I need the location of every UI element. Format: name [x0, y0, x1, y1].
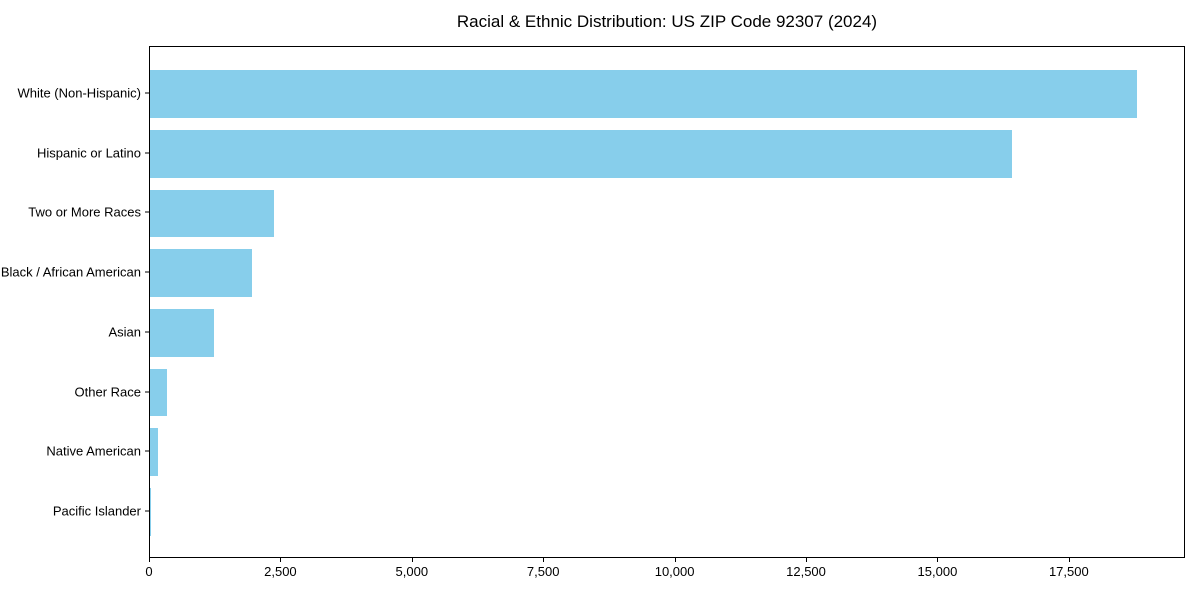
x-tick-mark — [1068, 558, 1070, 562]
x-tick-mark — [806, 558, 808, 562]
y-tick-label: Hispanic or Latino — [36, 145, 141, 161]
bar-black-african-american — [150, 249, 253, 298]
y-tick-label: Asian — [108, 324, 141, 340]
bar-other-race — [150, 368, 167, 417]
y-tick-mark — [145, 331, 149, 333]
x-tick-label: 5,000 — [395, 564, 429, 579]
bar-white-non-hispanic — [150, 70, 1138, 118]
bar-native-american — [150, 428, 158, 477]
y-tick-label: Other Race — [74, 384, 141, 399]
x-tick-mark — [674, 558, 676, 562]
y-tick-mark — [145, 211, 149, 213]
x-tick-label: 2,500 — [264, 564, 297, 579]
y-tick-label: White (Non-Hispanic) — [17, 85, 141, 101]
y-tick-mark — [145, 510, 149, 512]
bar-pacific-islander — [150, 487, 152, 536]
x-tick-label: 15,000 — [917, 564, 958, 579]
chart-title: Racial & Ethnic Distribution: US ZIP Cod… — [456, 12, 878, 31]
y-tick-label: Two or More Races — [28, 204, 141, 220]
bar-two-or-more-races — [150, 189, 275, 238]
y-tick-mark — [145, 92, 149, 94]
x-tick-mark — [411, 558, 413, 562]
x-tick-label: 10,000 — [654, 564, 695, 579]
y-tick-label: Black / African American — [0, 264, 141, 280]
y-tick-mark — [145, 450, 149, 452]
x-tick-label: 17,500 — [1048, 564, 1089, 579]
x-tick-label: 7,500 — [526, 564, 560, 579]
bar-asian — [150, 308, 214, 357]
plot-area — [149, 46, 1185, 558]
y-tick-mark — [145, 271, 149, 273]
x-tick-mark — [937, 558, 939, 562]
x-tick-mark — [280, 558, 282, 562]
x-tick-label: 0 — [145, 564, 153, 579]
x-tick-label: 12,500 — [786, 564, 826, 579]
y-tick-label: Native American — [46, 443, 141, 459]
bar-hispanic-or-latino — [150, 129, 1013, 178]
x-tick-mark — [543, 558, 545, 562]
x-tick-mark — [149, 558, 150, 562]
y-tick-label: Pacific Islander — [52, 503, 141, 519]
y-tick-mark — [145, 152, 149, 154]
y-tick-mark — [145, 391, 149, 392]
